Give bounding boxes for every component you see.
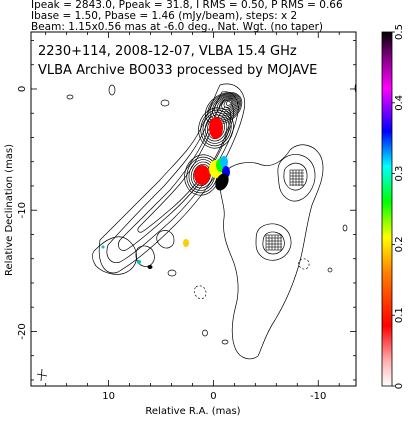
- jet-knot-contour-2: [156, 230, 175, 249]
- negative-contour: [193, 285, 207, 299]
- isolated-contour: [221, 339, 229, 345]
- core-contour-ring: [211, 94, 239, 119]
- colorbar-tick-label: 0.1: [394, 307, 405, 323]
- y-axis-label: Relative Declination (mas): [4, 144, 15, 276]
- polarization-blob: [209, 117, 223, 139]
- isolated-contour: [327, 267, 333, 273]
- core-contour-ring: [221, 98, 235, 110]
- knot-contour-ring: [198, 107, 234, 149]
- colorbar: [381, 31, 393, 387]
- diffuse-contour-inner-2: [283, 162, 308, 191]
- colorbar-tick-label: 0.3: [394, 166, 405, 182]
- y-tick-label: -20: [17, 323, 28, 339]
- diffuse-contour-inner: [277, 154, 316, 202]
- header-line-3: Beam: 1.15x0.56 mas at -6.0 deg., Nat. W…: [31, 21, 324, 33]
- colorbar-tick-label: 0.5: [394, 24, 405, 40]
- x-tick-label: 0: [210, 391, 216, 402]
- colorbar-tick-label: 0.4: [394, 95, 405, 111]
- annotation-archive: VLBA Archive BO033 processed by MOJAVE: [38, 63, 317, 78]
- core-contour-ring: [218, 97, 236, 113]
- jet-knot-contour: [135, 245, 155, 267]
- diffuse-contour-inner-4: [262, 231, 285, 255]
- negative-contour: [298, 258, 310, 270]
- knot-contour-ring: [190, 161, 214, 189]
- polarization-blob: [147, 265, 153, 269]
- knot-contour-ring: [200, 109, 232, 147]
- knot-contour-ring: [193, 163, 211, 187]
- header-line-2: Ibase = 1.50, Pbase = 1.46 (mJy/beam), s…: [31, 10, 298, 22]
- isolated-contour: [108, 84, 116, 96]
- colorbar-tick-labels: 0.5 0.4 0.3 0.2 0.1 0: [392, 24, 405, 389]
- knot-contour-ring: [207, 116, 225, 140]
- polarization-layer: [101, 117, 230, 269]
- x-tick-label: 10: [102, 391, 115, 402]
- isolated-contour: [167, 269, 177, 277]
- core-contour-ring: [225, 100, 233, 106]
- core-contour-ring: [223, 99, 234, 108]
- hatched-regions: [265, 169, 304, 251]
- axis-ticks: [31, 32, 356, 386]
- jet-outer-contour: [98, 83, 246, 274]
- jet-contour-4: [137, 106, 232, 233]
- plot-frame: [30, 31, 357, 387]
- knot-contour-ring: [186, 156, 218, 194]
- polarization-blob: [215, 173, 229, 191]
- colorbar-tick-label: 0: [394, 383, 405, 389]
- isolated-contour: [202, 329, 208, 337]
- isolated-contour: [160, 99, 170, 107]
- isolated-contour: [354, 82, 356, 94]
- y-tick-label: 0: [17, 86, 28, 92]
- diffuse-contour-inner-3: [255, 223, 292, 261]
- beam-marker: [36, 368, 48, 382]
- header-line-1: Ipeak = 2843.0, Ppeak = 31.8, I RMS = 0.…: [31, 0, 343, 11]
- contour-layer: [66, 82, 365, 360]
- isolated-contour: [360, 104, 365, 110]
- polarization-blob: [194, 165, 210, 185]
- knot-contour-ring: [204, 114, 228, 142]
- knot-contour-ring: [202, 112, 230, 144]
- x-tick-label: -10: [310, 391, 326, 402]
- polarization-blob: [101, 245, 105, 249]
- polarization-blob: [137, 260, 141, 264]
- axis-tick-labels: 10 0 -10 0 -10 -20: [17, 86, 326, 402]
- annotation-source-date: 2230+114, 2008-12-07, VLBA 15.4 GHz: [38, 44, 297, 59]
- core-contour-ring: [216, 96, 237, 115]
- y-tick-label: -10: [17, 202, 28, 218]
- core-contour-ring: [205, 91, 243, 125]
- colorbar-tick-label: 0.2: [394, 236, 405, 252]
- polarization-blob: [220, 156, 228, 168]
- core-contour-ring: [214, 95, 238, 117]
- diffuse-emission-contour: [219, 144, 324, 360]
- polarization-blob: [183, 239, 189, 247]
- isolated-contour: [342, 224, 348, 232]
- jet-extension-contour: [92, 236, 137, 275]
- jet-contour-3: [118, 99, 234, 251]
- knot-contour-ring: [188, 159, 216, 191]
- x-axis-label: Relative R.A. (mas): [145, 406, 240, 417]
- isolated-contour: [66, 94, 74, 100]
